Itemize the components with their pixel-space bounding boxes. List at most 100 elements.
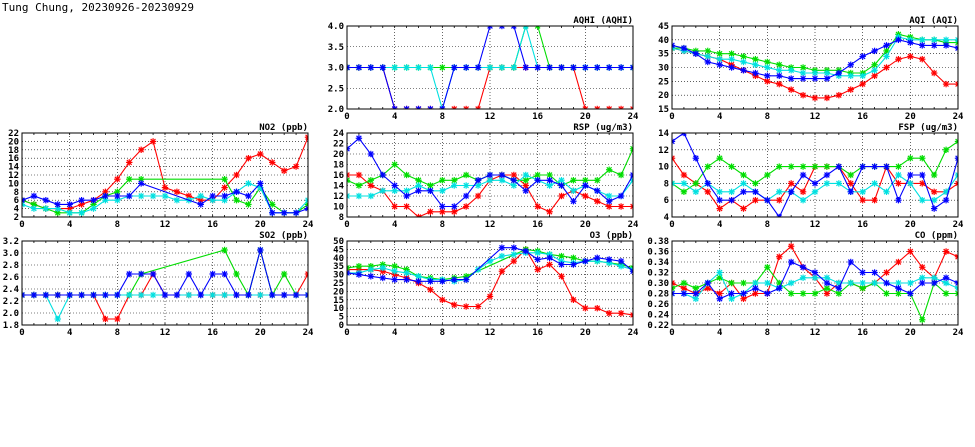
x-tick-label: 24 [953, 328, 964, 338]
data-point [930, 171, 938, 179]
data-point [919, 171, 926, 179]
data-point [233, 270, 240, 278]
y-tick-label: 0.34 [647, 258, 669, 268]
data-point [534, 203, 541, 210]
data-point [728, 197, 735, 204]
data-point [672, 290, 676, 297]
data-point [716, 295, 723, 302]
data-point [137, 146, 145, 153]
y-tick-label: 20 [333, 287, 344, 297]
data-point [752, 61, 759, 68]
y-tick-label: 8 [664, 179, 669, 189]
y-tick-label: 10 [333, 304, 344, 314]
data-point [692, 295, 700, 302]
data-point [42, 197, 50, 204]
data-point [522, 187, 529, 194]
x-tick-label: 20 [580, 112, 591, 122]
y-tick-label: 25 [658, 77, 669, 87]
data-point [811, 75, 819, 82]
x-tick-label: 4 [67, 220, 73, 230]
data-point [811, 180, 819, 187]
data-point [22, 201, 26, 208]
data-point [558, 192, 565, 200]
data-point [280, 209, 288, 216]
data-point [942, 146, 950, 153]
data-point [221, 192, 228, 200]
data-point [799, 171, 807, 179]
y-tick-label: 20 [333, 150, 344, 160]
data-point [161, 184, 169, 191]
y-tick-label: 1.8 [3, 321, 19, 331]
data-point [629, 145, 633, 152]
data-point [498, 171, 506, 179]
x-tick-label: 16 [532, 328, 543, 338]
data-point [510, 257, 518, 265]
y-tick-label: 12 [8, 171, 19, 181]
data-point [787, 180, 795, 187]
data-point [114, 197, 121, 204]
y-tick-label: 0.32 [647, 269, 669, 279]
data-point [126, 159, 133, 166]
data-point [847, 279, 854, 287]
x-tick-label: 4 [717, 220, 723, 230]
y-tick-label: 0.22 [647, 321, 669, 331]
x-tick-label: 16 [532, 220, 543, 230]
data-point [740, 67, 747, 74]
y-tick-label: 0.24 [647, 311, 669, 321]
data-point [764, 64, 771, 71]
data-point [451, 276, 458, 283]
series-group [672, 243, 958, 323]
data-point [558, 273, 565, 280]
data-point [787, 86, 795, 93]
series-group [347, 244, 633, 319]
data-point [787, 290, 795, 297]
data-point [907, 248, 914, 255]
data-point [257, 246, 264, 254]
y-tick-label: 5 [339, 313, 344, 323]
data-point [233, 197, 240, 204]
chart-title: SO2 (ppb) [259, 231, 308, 241]
data-point [930, 36, 938, 44]
data-point [716, 290, 723, 297]
plot-frame [671, 132, 959, 218]
data-point [42, 205, 50, 212]
data-point [799, 274, 807, 281]
data-point [764, 58, 771, 66]
y-tick-label: 0.28 [647, 290, 669, 300]
data-point [942, 274, 950, 281]
data-point [427, 64, 434, 71]
data-point [486, 64, 494, 71]
data-point [942, 279, 950, 287]
data-point [66, 291, 73, 299]
data-point [672, 279, 676, 287]
data-point [403, 171, 410, 179]
data-point [847, 171, 854, 179]
y-tick-label: 2.4 [3, 285, 20, 295]
data-point [799, 69, 807, 77]
data-point [558, 64, 565, 71]
data-point [367, 266, 375, 273]
y-tick-label: 16 [8, 154, 19, 164]
data-point [680, 133, 688, 137]
data-point [427, 286, 434, 293]
data-point [954, 171, 958, 179]
data-point [617, 64, 625, 71]
data-point [692, 290, 700, 297]
data-point [716, 197, 723, 204]
data-point [137, 176, 145, 183]
data-point [137, 180, 145, 187]
data-point [895, 171, 902, 179]
data-point [114, 192, 121, 200]
data-point [22, 291, 26, 299]
data-point [942, 197, 950, 204]
y-tick-label: 4 [14, 205, 20, 215]
data-point [66, 209, 73, 216]
y-tick-label: 4 [664, 213, 670, 223]
data-point [367, 273, 375, 280]
data-point [847, 188, 854, 195]
data-point [582, 257, 589, 265]
data-point [30, 205, 38, 212]
plot-frame [346, 25, 634, 110]
data-point [594, 187, 601, 194]
data-point [221, 184, 228, 191]
